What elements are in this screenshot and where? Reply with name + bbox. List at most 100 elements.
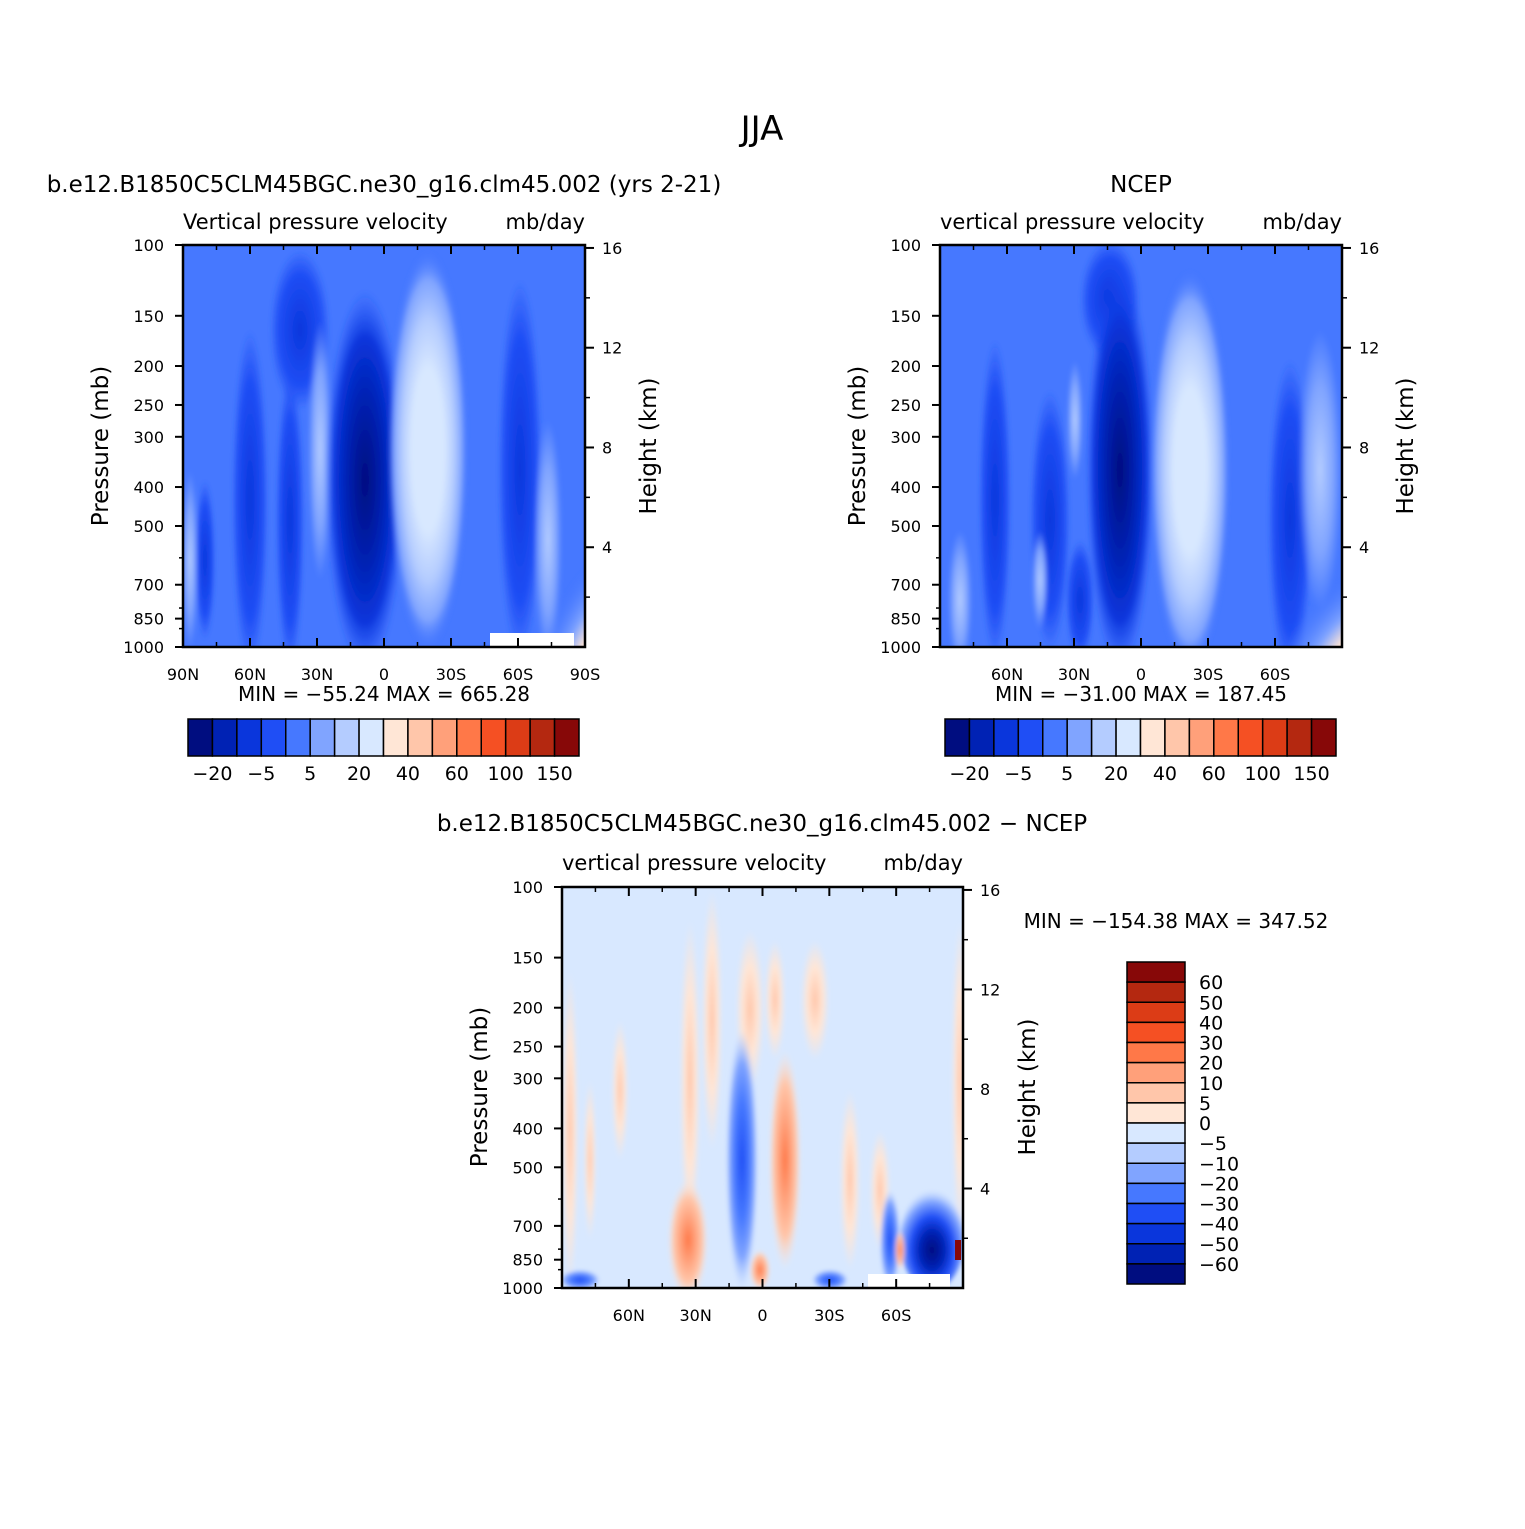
colorbar-label: −20 xyxy=(1199,1173,1239,1195)
colorbar-swatch xyxy=(407,718,434,757)
height-tick-label: 4 xyxy=(1359,538,1369,557)
height-tick-label: 12 xyxy=(980,980,1000,999)
pressure-tick-label: 150 xyxy=(512,949,543,968)
colorbar-swatch xyxy=(1126,1041,1186,1064)
height-tick-label: 8 xyxy=(980,1080,990,1099)
colorbar-label: 5 xyxy=(1199,1093,1211,1115)
min-max-stats: MIN = −55.24 MAX = 665.28 xyxy=(238,682,530,706)
colorbar-swatch xyxy=(187,718,214,757)
colorbar-label: −5 xyxy=(1199,1133,1227,1155)
pressure-tick-label: 700 xyxy=(890,576,921,595)
pressure-tick-label: 150 xyxy=(133,307,164,326)
contour-field xyxy=(940,245,1342,647)
height-tick-label: 4 xyxy=(602,538,612,557)
colorbar: −20 −5 5 20 40 60 100 150 xyxy=(944,718,1337,785)
pressure-tick-label: 300 xyxy=(133,428,164,447)
colorbar-label: −40 xyxy=(1199,1214,1239,1236)
colorbar-label: 20 xyxy=(347,763,371,785)
colorbar-swatch xyxy=(1115,718,1142,757)
pressure-tick-label: 250 xyxy=(890,396,921,415)
pressure-tick-label: 1000 xyxy=(123,638,164,657)
pressure-tick-label: 100 xyxy=(133,236,164,255)
latitude-tick-label: 60S xyxy=(503,665,534,684)
panel-model: b.e12.B1850C5CLM45BGC.ne30_g16.clm45.002… xyxy=(47,172,722,785)
colorbar-swatch xyxy=(968,718,995,757)
height-tick-label: 8 xyxy=(602,438,612,457)
colorbar-swatch xyxy=(431,718,458,757)
pressure-tick-label: 100 xyxy=(890,236,921,255)
colorbar-swatch xyxy=(1126,1202,1186,1225)
height-tick-label: 16 xyxy=(980,881,1000,900)
latitude-tick-label: 30N xyxy=(680,1306,712,1325)
colorbar-swatch xyxy=(1066,718,1093,757)
latitude-tick-label: 0 xyxy=(379,665,389,684)
colorbar-label: 40 xyxy=(1199,1012,1223,1034)
height-axis: 16 12 8 4 xyxy=(585,239,622,598)
latitude-tick-label: 90N xyxy=(167,665,199,684)
contour-field xyxy=(562,887,963,1288)
colorbar-label: −5 xyxy=(247,763,275,785)
panel-subtitle: vertical pressure velocity xyxy=(562,851,826,875)
colorbar-swatch xyxy=(1139,718,1166,757)
pressure-tick-label: 500 xyxy=(890,517,921,536)
colorbar-swatch xyxy=(1126,961,1186,983)
pressure-tick-label: 300 xyxy=(512,1069,543,1088)
panel-subtitle: vertical pressure velocity xyxy=(940,210,1204,234)
latitude-tick-label: 60N xyxy=(234,665,266,684)
colorbar-label: −5 xyxy=(1004,763,1032,785)
latitude-axis: 60N 30N 0 30S 60S xyxy=(972,245,1310,684)
latitude-tick-label: 60S xyxy=(1260,665,1291,684)
colorbar-swatch xyxy=(236,718,263,757)
pressure-axis-label: Pressure (mb) xyxy=(467,1007,493,1167)
colorbar-swatch xyxy=(1164,718,1191,757)
latitude-tick-label: 30S xyxy=(436,665,467,684)
pressure-tick-label: 250 xyxy=(512,1038,543,1057)
height-axis-label: Height (km) xyxy=(636,377,662,514)
pressure-axis-label: Pressure (mb) xyxy=(88,366,114,526)
colorbar-swatch xyxy=(1126,1142,1186,1164)
colorbar-swatch xyxy=(1126,1263,1186,1285)
height-tick-label: 4 xyxy=(980,1179,990,1198)
latitude-tick-label: 60S xyxy=(881,1306,912,1325)
colorbar-label: 5 xyxy=(304,763,316,785)
colorbar-label: 20 xyxy=(1199,1053,1223,1075)
panel-title: b.e12.B1850C5CLM45BGC.ne30_g16.clm45.002… xyxy=(47,172,722,198)
colorbar-label: −50 xyxy=(1199,1234,1239,1256)
pressure-axis: 100 150 200 250 300 400 500 700 850 1000 xyxy=(880,236,940,657)
colorbar-label: 5 xyxy=(1061,763,1073,785)
colorbar-label: −30 xyxy=(1199,1194,1239,1216)
pressure-tick-label: 300 xyxy=(890,428,921,447)
height-tick-label: 8 xyxy=(1359,438,1369,457)
pressure-tick-label: 200 xyxy=(512,999,543,1018)
pressure-tick-label: 200 xyxy=(890,357,921,376)
latitude-tick-label: 60N xyxy=(991,665,1023,684)
pressure-tick-label: 100 xyxy=(512,878,543,897)
pressure-tick-label: 250 xyxy=(133,396,164,415)
colorbar-swatch xyxy=(260,718,287,757)
colorbar-swatch xyxy=(1017,718,1044,757)
height-axis-label: Height (km) xyxy=(1015,1018,1041,1155)
colorbar-label: 40 xyxy=(1153,763,1177,785)
pressure-tick-label: 400 xyxy=(890,478,921,497)
colorbar-swatch xyxy=(1126,1102,1186,1124)
colorbar-label: 60 xyxy=(445,763,469,785)
pressure-axis: 100 150 200 250 300 400 500 700 850 1000 xyxy=(123,236,183,657)
panel-ncep: NCEP vertical pressure velocity mb/day 1… xyxy=(845,172,1419,785)
pressure-tick-label: 850 xyxy=(890,610,921,629)
colorbar-swatch xyxy=(1261,718,1288,757)
contour-field xyxy=(183,245,585,647)
colorbar-swatch xyxy=(1090,718,1117,757)
colorbar-swatch xyxy=(1310,718,1337,757)
pressure-tick-label: 700 xyxy=(512,1217,543,1236)
colorbar-swatch xyxy=(1126,1001,1186,1024)
colorbar-label: 150 xyxy=(536,763,572,785)
pressure-tick-label: 400 xyxy=(512,1119,543,1138)
colorbar-label: 100 xyxy=(1245,763,1281,785)
colorbar-swatch xyxy=(1126,981,1186,1003)
pressure-tick-label: 500 xyxy=(133,517,164,536)
colorbar-swatch xyxy=(553,718,580,757)
colorbar-swatch xyxy=(504,718,531,757)
colorbar-label: 60 xyxy=(1202,763,1226,785)
colorbar-label: 0 xyxy=(1199,1113,1211,1135)
